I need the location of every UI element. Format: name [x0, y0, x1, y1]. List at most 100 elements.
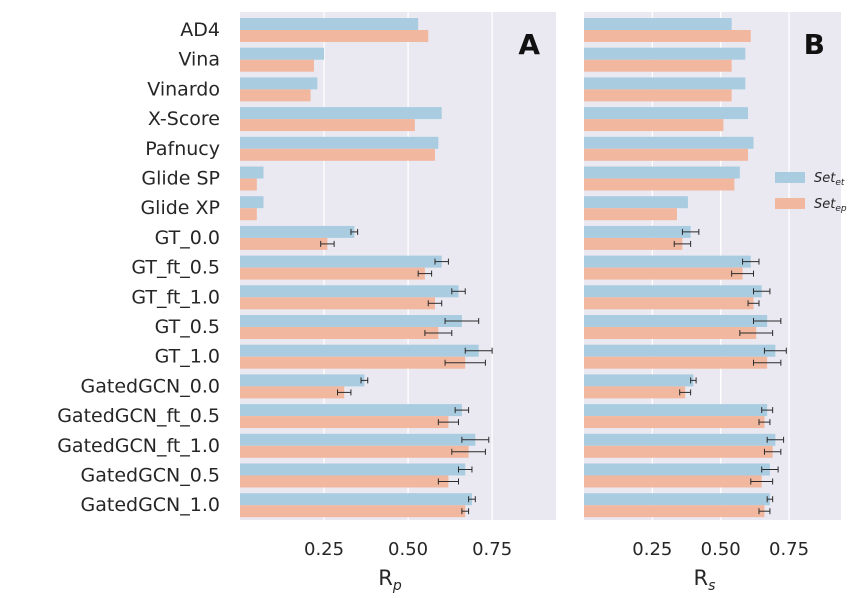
bar-ep: [584, 297, 754, 310]
bar-ep: [240, 505, 466, 518]
error-bar: [458, 466, 473, 473]
error-bar: [681, 228, 700, 235]
error-bar: [758, 508, 771, 515]
bar-ep: [240, 148, 435, 161]
error-bar: [350, 228, 359, 235]
category-label: GT_ft_0.5: [131, 257, 220, 279]
bar-ep: [584, 89, 732, 102]
bar-ep: [240, 386, 345, 399]
bar-et: [584, 77, 746, 90]
error-bar: [690, 377, 697, 384]
bar-et: [240, 493, 472, 506]
bar-et: [584, 374, 694, 387]
bar-et: [584, 136, 754, 149]
bar-et: [584, 433, 776, 446]
bar-et: [584, 18, 732, 30]
bar-et: [584, 166, 740, 179]
bar-ep: [584, 59, 732, 72]
category-label: AD4: [180, 19, 220, 41]
bar-et: [240, 47, 325, 60]
bar-ep: [240, 327, 439, 339]
error-bar: [417, 270, 433, 277]
category-label: GatedGCN_ft_0.5: [57, 405, 220, 427]
error-bar: [468, 496, 476, 503]
error-bar: [753, 359, 782, 366]
bar-ep: [240, 356, 466, 369]
error-bar: [761, 466, 779, 473]
error-bar: [763, 347, 787, 354]
legend-label-ep: Setep: [814, 197, 847, 214]
error-bar: [761, 407, 774, 414]
bar-ep: [240, 445, 469, 458]
bar-ep: [240, 297, 435, 310]
category-label: GT_0.0: [155, 227, 220, 249]
bar-et: [240, 463, 466, 476]
error-bar: [763, 448, 782, 455]
bar-ep: [584, 445, 773, 458]
error-bar: [360, 377, 369, 384]
legend: Setet Setep: [775, 171, 847, 214]
bar-ep: [240, 267, 425, 280]
x-tick-label: 0.75: [472, 539, 512, 560]
category-label: GatedGCN_0.0: [81, 375, 221, 397]
bar-ep: [584, 475, 762, 488]
bar-et: [240, 77, 318, 90]
category-label: GatedGCN_1.0: [81, 494, 221, 516]
bar-et: [584, 107, 749, 120]
bar-ep: [584, 356, 768, 369]
bar-et: [584, 196, 688, 209]
bar-et: [240, 404, 462, 417]
bar-et: [584, 225, 691, 238]
error-bar: [461, 508, 470, 515]
bar-ep: [584, 267, 743, 280]
error-bar: [750, 478, 774, 485]
category-label: GatedGCN_ft_1.0: [57, 435, 220, 457]
legend-label-et: Setet: [814, 171, 845, 188]
bar-ep: [240, 416, 449, 429]
bar-et: [584, 493, 770, 506]
bar-et: [240, 433, 476, 446]
category-label: Glide XP: [140, 197, 220, 219]
bar-et: [240, 285, 459, 298]
error-bar: [464, 347, 493, 354]
bar-et: [584, 315, 768, 327]
error-bar: [461, 436, 490, 443]
bar-et: [240, 315, 462, 327]
bar-ep: [584, 237, 683, 250]
error-bar: [451, 288, 466, 295]
error-bar: [673, 240, 692, 247]
error-bar: [434, 258, 449, 265]
error-bar: [437, 419, 460, 426]
category-label: GatedGCN_0.5: [81, 465, 221, 487]
error-bar: [766, 436, 785, 443]
error-bar: [437, 478, 460, 485]
bar-et: [584, 47, 746, 60]
error-bar: [424, 330, 453, 336]
x-tick-label: 0.50: [701, 539, 741, 560]
category-label: GT_0.5: [155, 316, 220, 338]
error-bar: [753, 318, 782, 324]
bar-et: [240, 107, 442, 120]
error-bar: [739, 330, 774, 336]
error-bar: [454, 407, 470, 414]
error-bar: [758, 419, 771, 426]
bar-ep: [240, 475, 449, 488]
bar-et: [584, 463, 770, 476]
legend-swatch-et: [775, 172, 805, 183]
bar-ep: [584, 416, 765, 429]
error-bar: [753, 288, 771, 295]
bar-ep: [240, 59, 314, 72]
bar-ep: [240, 119, 415, 132]
panel-a: AD4 Vina Vinardo X-Score Pafnucy Glide SP Glid…: [57, 12, 556, 594]
error-bar: [427, 300, 443, 307]
bar-et: [240, 255, 442, 268]
error-bar: [444, 318, 480, 324]
error-bar: [766, 496, 774, 503]
bar-et: [584, 285, 762, 298]
x-axis-title: Rs: [694, 566, 716, 594]
error-bar: [320, 240, 335, 247]
category-label: X-Score: [148, 108, 220, 130]
bar-et: [584, 344, 776, 357]
error-bar: [679, 389, 692, 396]
